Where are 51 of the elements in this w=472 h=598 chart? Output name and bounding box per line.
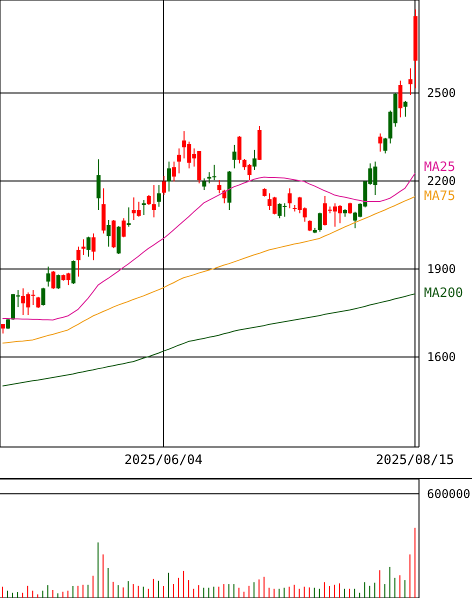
candlestick bbox=[156, 184, 161, 208]
line-series bbox=[2, 196, 416, 344]
candlestick bbox=[41, 287, 46, 306]
candlestick bbox=[122, 218, 126, 238]
candlestick bbox=[217, 180, 222, 194]
candlestick bbox=[383, 137, 388, 154]
candlestick bbox=[86, 236, 91, 258]
candlestick bbox=[403, 100, 408, 118]
candlestick bbox=[106, 219, 111, 248]
candlestick bbox=[202, 178, 206, 191]
y-tick-label: 2500 bbox=[427, 86, 456, 100]
y-tick-label: 1900 bbox=[427, 262, 456, 276]
candlestick bbox=[6, 318, 10, 330]
candlestick bbox=[71, 260, 76, 284]
y-tick-label: 2200 bbox=[427, 174, 456, 188]
candlestick bbox=[222, 189, 226, 204]
candlestick bbox=[1, 324, 5, 334]
candlestick bbox=[408, 68, 412, 96]
candlestick bbox=[288, 188, 292, 209]
y-tick-label: 1600 bbox=[427, 350, 456, 364]
candlestick bbox=[36, 296, 40, 308]
x-tick-label: 2025/08/15 bbox=[376, 453, 454, 468]
candlestick bbox=[308, 220, 312, 232]
candlestick bbox=[237, 136, 242, 164]
line-series bbox=[2, 172, 416, 320]
candlestick bbox=[348, 202, 352, 214]
candlestick bbox=[177, 148, 182, 174]
line-series bbox=[2, 293, 416, 386]
candlestick bbox=[252, 149, 256, 170]
candlestick bbox=[76, 246, 80, 278]
candlestick bbox=[378, 132, 382, 152]
candlestick bbox=[162, 175, 166, 196]
candlestick bbox=[92, 232, 96, 261]
candlestick bbox=[81, 238, 86, 256]
x-tick-label: 2025/06/04 bbox=[124, 453, 203, 468]
candlestick bbox=[146, 194, 151, 206]
candlestick bbox=[152, 184, 156, 218]
y-tick-label: 600000 bbox=[427, 487, 470, 502]
candlestick bbox=[126, 206, 131, 228]
candlestick bbox=[318, 212, 322, 232]
candlestick bbox=[172, 161, 176, 182]
candlestick bbox=[96, 158, 101, 211]
candlestick bbox=[46, 266, 50, 288]
series-label: MA75 bbox=[424, 188, 456, 204]
candlestick bbox=[398, 80, 402, 118]
candlestick bbox=[232, 144, 236, 169]
series-label: MA200 bbox=[424, 286, 464, 301]
series-label: MA25 bbox=[424, 160, 456, 175]
candlestick bbox=[166, 161, 171, 192]
candlestick bbox=[56, 274, 60, 290]
candlestick bbox=[51, 270, 56, 290]
